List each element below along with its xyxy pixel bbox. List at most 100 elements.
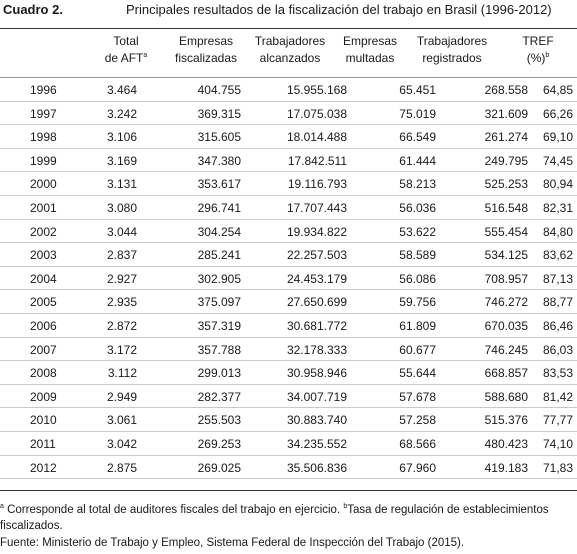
table-row: 1996 3.464 404.755 15.955.168 65.451 268.558 6… <box>0 78 577 102</box>
year-cell: 2006 <box>30 318 57 333</box>
empresas-fiscalizadas-cell: 375.097 <box>197 295 241 310</box>
year-cell: 1999 <box>30 153 57 168</box>
empresas-fiscalizadas-cell: 285.241 <box>197 248 241 263</box>
trabajadores-registrados-cell: 516.548 <box>484 200 528 215</box>
table-row: 2005 2.935 375.097 27.650.699 59.756 746.272 8… <box>0 290 577 314</box>
trabajadores-registrados-cell: 525.253 <box>484 177 528 192</box>
empresas-fiscalizadas-cell: 369.315 <box>197 106 241 121</box>
total-aft-cell: 3.242 <box>106 106 137 121</box>
table-title: Principales resultados de la fiscalizaci… <box>126 2 552 17</box>
table-row: 1997 3.242 369.315 17.075.038 75.019 321.609 6… <box>0 102 577 126</box>
total-aft-cell: 2.872 <box>106 318 137 333</box>
total-aft-cell: 3.172 <box>106 342 137 357</box>
empresas-fiscalizadas-cell: 269.253 <box>197 436 241 451</box>
tref-cell: 80,94 <box>542 177 573 192</box>
empresas-fiscalizadas-cell: 299.013 <box>197 366 241 381</box>
total-aft-cell: 2.837 <box>106 248 137 263</box>
year-cell: 2002 <box>30 224 57 239</box>
year-cell: 2011 <box>30 436 56 451</box>
header-empresas-fiscalizadas: Empresas fiscalizadas <box>174 34 238 65</box>
header-trabajadores-registrados: Trabajadores registrados <box>416 34 488 65</box>
trabajadores-registrados-cell: 268.558 <box>484 83 528 97</box>
trabajadores-alcanzados-cell: 32.178.333 <box>286 342 347 357</box>
table-body: 1996 3.464 404.755 15.955.168 65.451 268.558 6… <box>0 78 577 480</box>
total-aft-cell: 3.112 <box>107 366 137 381</box>
empresas-multadas-cell: 58.589 <box>399 248 436 263</box>
table-row: 1998 3.106 315.605 18.014.488 66.549 261.274 6… <box>0 125 577 149</box>
table-row: 2001 3.080 296.741 17.707.443 56.036 516.548 8… <box>0 196 577 220</box>
empresas-multadas-cell: 61.809 <box>399 318 436 333</box>
total-aft-cell: 3.061 <box>106 413 137 428</box>
trabajadores-alcanzados-cell: 17.075.038 <box>286 106 347 121</box>
empresas-multadas-cell: 65.451 <box>399 83 436 97</box>
year-cell: 2012 <box>30 460 57 475</box>
empresas-fiscalizadas-cell: 404.755 <box>197 83 241 97</box>
table-row: 2003 2.837 285.241 22.257.503 58.589 534.125 8… <box>0 243 577 267</box>
tref-cell: 83,53 <box>542 366 573 381</box>
year-cell: 2001 <box>30 200 57 215</box>
trabajadores-registrados-cell: 419.183 <box>484 460 528 475</box>
trabajadores-alcanzados-cell: 30.958.946 <box>286 366 347 381</box>
trabajadores-alcanzados-cell: 17.707.443 <box>286 200 347 215</box>
header-trabajadores-alcanzados: Trabajadores alcanzados <box>254 34 326 65</box>
total-aft-cell: 3.044 <box>106 224 137 239</box>
total-aft-cell: 2.935 <box>106 295 137 310</box>
year-cell: 2009 <box>30 389 57 404</box>
footnote-source: Fuente: Ministerio de Trabajo y Empleo, … <box>0 537 465 549</box>
trabajadores-registrados-cell: 321.609 <box>484 106 528 121</box>
total-aft-cell: 3.131 <box>106 177 137 192</box>
trabajadores-alcanzados-cell: 22.257.503 <box>286 248 347 263</box>
table-header: Total de AFTa Empresas fiscalizadas Trab… <box>0 33 577 78</box>
empresas-fiscalizadas-cell: 269.025 <box>197 460 241 475</box>
table-row: 2006 2.872 357.319 30.681.772 61.809 670.035 8… <box>0 314 577 338</box>
total-aft-cell: 3.169 <box>106 153 137 168</box>
trabajadores-registrados-cell: 746.272 <box>484 295 528 310</box>
trabajadores-registrados-cell: 670.035 <box>484 318 528 333</box>
trabajadores-alcanzados-cell: 34.235.552 <box>286 436 347 451</box>
trabajadores-registrados-cell: 480.423 <box>484 436 528 451</box>
year-cell: 1998 <box>30 130 57 145</box>
tref-cell: 69,10 <box>542 130 573 145</box>
trabajadores-alcanzados-cell: 19.934.822 <box>286 224 347 239</box>
year-cell: 2004 <box>30 271 57 286</box>
year-cell: 2003 <box>30 248 57 263</box>
tref-cell: 71,83 <box>542 460 573 475</box>
empresas-fiscalizadas-cell: 296.741 <box>197 200 241 215</box>
year-cell: 2007 <box>30 342 57 357</box>
year-cell: 2008 <box>30 366 57 381</box>
empresas-multadas-cell: 57.678 <box>399 389 436 404</box>
trabajadores-alcanzados-cell: 15.955.168 <box>286 83 347 97</box>
empresas-multadas-cell: 66.549 <box>399 130 436 145</box>
trabajadores-alcanzados-cell: 34.007.719 <box>286 389 347 404</box>
empresas-fiscalizadas-cell: 302.905 <box>197 271 241 286</box>
empresas-fiscalizadas-cell: 282.377 <box>197 389 241 404</box>
tref-cell: 66,26 <box>542 106 573 121</box>
trabajadores-registrados-cell: 249.795 <box>484 153 528 168</box>
trabajadores-registrados-cell: 515.376 <box>484 413 528 428</box>
trabajadores-registrados-cell: 261.274 <box>484 130 528 145</box>
trabajadores-registrados-cell: 708.957 <box>484 271 528 286</box>
total-aft-cell: 3.042 <box>106 436 137 451</box>
table-row: 2008 3.112 299.013 30.958.946 55.644 668.857 8… <box>0 361 577 385</box>
tref-cell: 84,80 <box>542 224 573 239</box>
empresas-multadas-cell: 61.444 <box>399 153 436 168</box>
total-aft-cell: 2.949 <box>106 389 137 404</box>
table-row: 2002 3.044 304.254 19.934.822 53.622 555.454 8… <box>0 220 577 244</box>
total-aft-cell: 2.875 <box>106 460 137 475</box>
year-cell: 2000 <box>30 177 57 192</box>
trabajadores-alcanzados-cell: 24.453.179 <box>286 271 347 286</box>
tref-cell: 86,03 <box>542 342 573 357</box>
trabajadores-alcanzados-cell: 30.883.740 <box>286 413 347 428</box>
tref-cell: 82,31 <box>542 200 573 215</box>
table-label: Cuadro 2. <box>3 2 63 17</box>
empresas-multadas-cell: 67.960 <box>399 460 436 475</box>
empresas-multadas-cell: 56.036 <box>399 200 436 215</box>
trabajadores-registrados-cell: 534.125 <box>484 248 528 263</box>
trabajadores-registrados-cell: 555.454 <box>484 224 528 239</box>
table-caption: Cuadro 2. Principales resultados de la f… <box>0 0 577 26</box>
table-row: 2012 2.875 269.025 35.506.836 67.960 419.183 7… <box>0 456 577 480</box>
trabajadores-alcanzados-cell: 35.506.836 <box>286 460 347 475</box>
table-row: 2009 2.949 282.377 34.007.719 57.678 588.680 8… <box>0 385 577 409</box>
trabajadores-registrados-cell: 668.857 <box>484 366 528 381</box>
trabajadores-alcanzados-cell: 30.681.772 <box>286 318 347 333</box>
